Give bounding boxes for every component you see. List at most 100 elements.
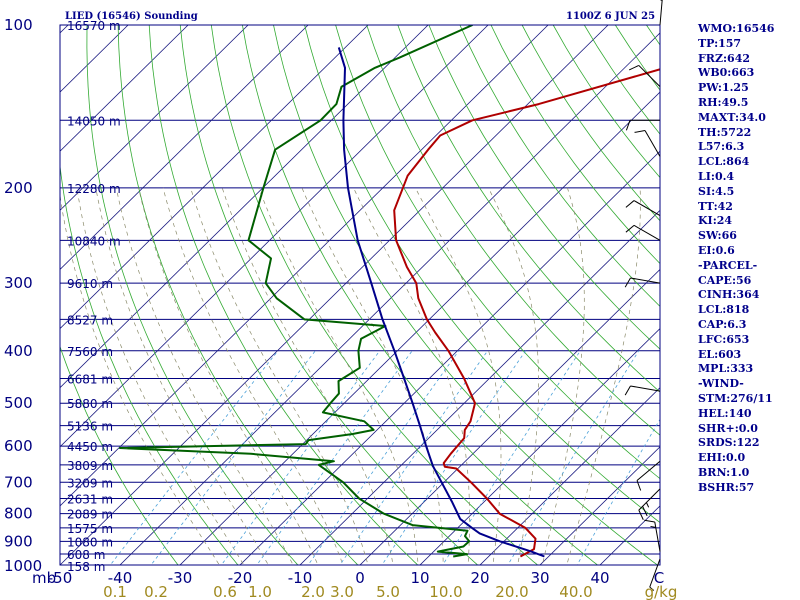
dewpoint-trace bbox=[118, 25, 473, 558]
index-line: STM:276/11 bbox=[698, 391, 773, 405]
wind-barb bbox=[636, 460, 661, 491]
pressure-tick-label: 1000 bbox=[4, 557, 42, 575]
indices-panel: WMO:16546 TP:157 FRZ:642 WB0:663 PW:1.25 RH:4… bbox=[698, 22, 798, 496]
wind-barb bbox=[638, 488, 661, 520]
index-line: LCL:818 bbox=[698, 303, 750, 317]
index-line: SI:4.5 bbox=[698, 184, 735, 198]
index-line: L57:6.3 bbox=[698, 140, 745, 154]
index-line: BSHR:57 bbox=[698, 480, 755, 494]
wind-barb bbox=[649, 558, 661, 591]
index-line: LI:0.4 bbox=[698, 169, 735, 183]
height-label: 1575 m bbox=[67, 522, 113, 536]
isotherm-line bbox=[60, 25, 609, 565]
chart-title: LIED (16546) Sounding bbox=[65, 11, 198, 22]
mixing-ratio-line bbox=[109, 350, 279, 565]
dry-adiabat bbox=[304, 25, 660, 524]
mixing-ratio-tick-label: 1.0 bbox=[248, 583, 272, 600]
moist-adiabat bbox=[138, 187, 319, 565]
dry-adiabat bbox=[428, 25, 660, 350]
dry-adiabat bbox=[397, 25, 660, 393]
moist-adiabat bbox=[60, 192, 220, 565]
mixing-ratio-line bbox=[507, 350, 640, 565]
height-label: 8527 m bbox=[67, 313, 113, 327]
temperature-tick-label: 40 bbox=[590, 569, 609, 587]
pressure-tick-label: 500 bbox=[4, 394, 33, 412]
temperature-trace bbox=[393, 68, 660, 558]
index-line: MAXT:34.0 bbox=[698, 110, 766, 124]
index-line: SHR+:0.0 bbox=[698, 421, 758, 435]
wind-barb bbox=[625, 119, 660, 131]
mixing-ratio-tick-label: 3.0 bbox=[330, 583, 354, 600]
pressure-tick-label: 800 bbox=[4, 505, 33, 523]
sounding-traces bbox=[118, 25, 660, 558]
pressure-tick-label: 200 bbox=[4, 179, 33, 197]
index-line: -PARCEL- bbox=[698, 258, 758, 272]
wind-barb bbox=[625, 200, 661, 217]
index-line: KI:24 bbox=[698, 214, 733, 228]
height-label: 158 m bbox=[67, 560, 105, 574]
index-line: EI:0.6 bbox=[698, 243, 735, 257]
mixing-ratio-line bbox=[220, 350, 381, 565]
height-label: 1080 m bbox=[67, 535, 113, 549]
index-line: SW:66 bbox=[698, 229, 737, 243]
dry-adiabat bbox=[148, 25, 419, 565]
pressure-tick-label: 400 bbox=[4, 342, 33, 360]
wind-barbs bbox=[624, 0, 663, 591]
temperature-tick-label: -40 bbox=[108, 569, 133, 587]
index-line: SRDS:122 bbox=[698, 436, 760, 450]
mixing-ratio-tick-label: 20.0 bbox=[495, 583, 528, 600]
dry-adiabat bbox=[60, 163, 239, 565]
height-label: 12280 m bbox=[67, 182, 121, 196]
height-label: 4450 m bbox=[67, 440, 113, 454]
height-label: 7560 m bbox=[67, 345, 113, 359]
height-label: 5136 m bbox=[67, 420, 113, 434]
parcel-trace bbox=[337, 47, 545, 558]
height-label: 14050 m bbox=[67, 114, 121, 128]
mixing-ratio-tick-label: 10.0 bbox=[429, 583, 462, 600]
isotherm-line bbox=[60, 25, 189, 152]
isotherm-line bbox=[119, 32, 660, 565]
isotherm-line bbox=[60, 25, 249, 211]
mixing-ratio-line bbox=[307, 350, 460, 565]
isotherm-line bbox=[60, 25, 369, 330]
mixing-ratio-tick-label: 5.0 bbox=[376, 583, 400, 600]
dry-adiabat bbox=[335, 25, 660, 480]
temperature-tick-label: -30 bbox=[168, 569, 193, 587]
index-line: RH:49.5 bbox=[698, 95, 749, 109]
isotherm-line bbox=[359, 268, 660, 565]
pressure-tick-label: 600 bbox=[4, 437, 33, 455]
temperature-tick-label: -10 bbox=[288, 569, 313, 587]
index-line: HEL:140 bbox=[698, 406, 752, 420]
wind-barb bbox=[634, 130, 661, 157]
height-label: 3809 m bbox=[67, 459, 113, 473]
temperature-tick-label: 20 bbox=[470, 569, 489, 587]
wind-barb bbox=[659, 0, 663, 26]
index-line: TT:42 bbox=[698, 199, 733, 213]
mixing-ratio-tick-label: 2.0 bbox=[301, 583, 325, 600]
isotherm-line bbox=[179, 91, 660, 565]
mixing-ratio-line bbox=[339, 350, 488, 565]
index-line: CAPE:56 bbox=[698, 273, 752, 287]
moist-adiabat bbox=[190, 187, 369, 565]
wind-barb bbox=[624, 385, 661, 396]
temperature-unit-label: C bbox=[654, 569, 664, 587]
temperature-tick-label: 30 bbox=[530, 569, 549, 587]
plot-frame bbox=[59, 24, 661, 566]
moist-adiabat bbox=[353, 187, 470, 565]
index-line: -WIND- bbox=[698, 377, 744, 391]
height-labels: 16570 m 14050 m 12280 m 10840 m 9610 m 8527 m… bbox=[67, 19, 121, 574]
isotherm-line bbox=[419, 327, 660, 565]
mixing-ratio-tick-label: 40.0 bbox=[559, 583, 592, 600]
temperature-tick-label: 10 bbox=[410, 569, 429, 587]
moist-adiabat bbox=[488, 187, 539, 565]
wind-barb bbox=[644, 519, 661, 552]
isotherm-line bbox=[60, 25, 69, 34]
index-line: CAP:6.3 bbox=[698, 317, 747, 331]
dry-adiabat bbox=[117, 25, 359, 565]
moist-adiabat bbox=[221, 187, 394, 565]
index-line: WB0:663 bbox=[698, 66, 755, 80]
dry-adiabat bbox=[60, 345, 179, 565]
mixing-ratio-tick-label: 0.2 bbox=[144, 583, 168, 600]
